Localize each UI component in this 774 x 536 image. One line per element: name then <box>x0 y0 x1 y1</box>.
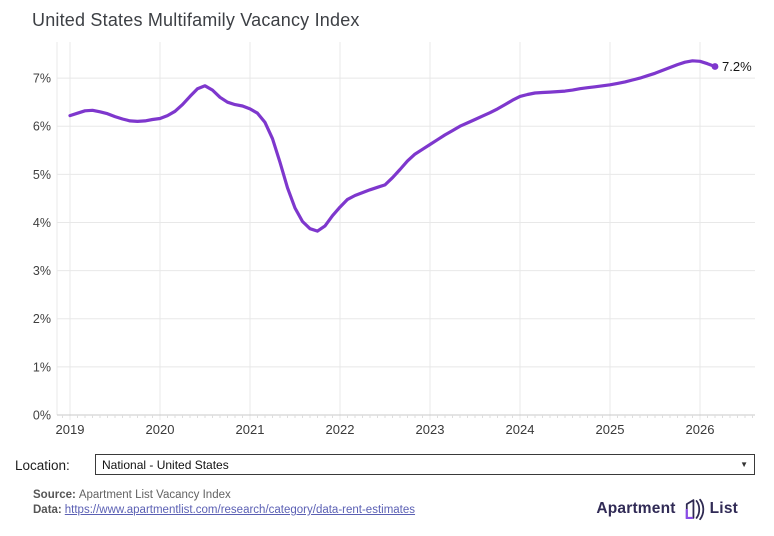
x-axis-tick-label: 2025 <box>596 422 625 437</box>
y-axis-tick-label: 7% <box>33 72 51 86</box>
y-axis-tick-label: 6% <box>33 120 51 134</box>
logo-text-apartment: Apartment <box>596 500 676 517</box>
y-axis-tick-label: 0% <box>33 409 51 423</box>
x-axis-tick-label: 2021 <box>236 422 265 437</box>
end-value-label: 7.2% <box>722 59 752 74</box>
location-select-value: National - United States <box>102 457 229 472</box>
x-axis-tick-label: 2024 <box>506 422 535 437</box>
vacancy-line-chart: 0% 1% 2% 3% 4% 5% 6% 7% 2019 2020 2021 2022 2023 2024… <box>33 42 755 437</box>
y-axis-tick-label: 4% <box>33 216 51 230</box>
data-label: Data: <box>33 504 62 516</box>
y-axis-tick-label: 5% <box>33 168 51 182</box>
apartment-list-logo-icon <box>685 498 704 521</box>
data-link[interactable]: https://www.apartmentlist.com/research/c… <box>64 504 416 516</box>
x-axis-tick-label: 2023 <box>416 422 445 437</box>
y-axis-tick-label: 3% <box>33 264 51 278</box>
x-axis-tick-label: 2022 <box>326 422 355 437</box>
y-axis-tick-label: 2% <box>33 312 51 326</box>
x-axis-tick-label: 2026 <box>686 422 715 437</box>
source-text: Apartment List Vacancy Index <box>78 489 231 501</box>
logo-text-list: List <box>709 500 738 517</box>
end-point-marker <box>711 63 719 70</box>
x-axis-tick-label: 2019 <box>56 422 85 437</box>
source-label: Source: <box>33 489 76 501</box>
location-label: Location: <box>15 458 70 473</box>
x-axis-tick-label: 2020 <box>146 422 175 437</box>
data-line: Data: https://www.apartmentlist.com/resea… <box>33 504 415 516</box>
location-select[interactable]: National - United States ▼ <box>95 454 755 475</box>
vacancy-line-series <box>68 59 717 233</box>
chart-title: United States Multifamily Vacancy Index <box>32 10 360 30</box>
source-line: Source: Apartment List Vacancy Index <box>33 489 231 501</box>
y-axis-tick-label: 1% <box>33 360 51 374</box>
dropdown-arrow-icon: ▼ <box>740 460 748 469</box>
apartment-list-logo: Apartment List <box>596 495 738 523</box>
